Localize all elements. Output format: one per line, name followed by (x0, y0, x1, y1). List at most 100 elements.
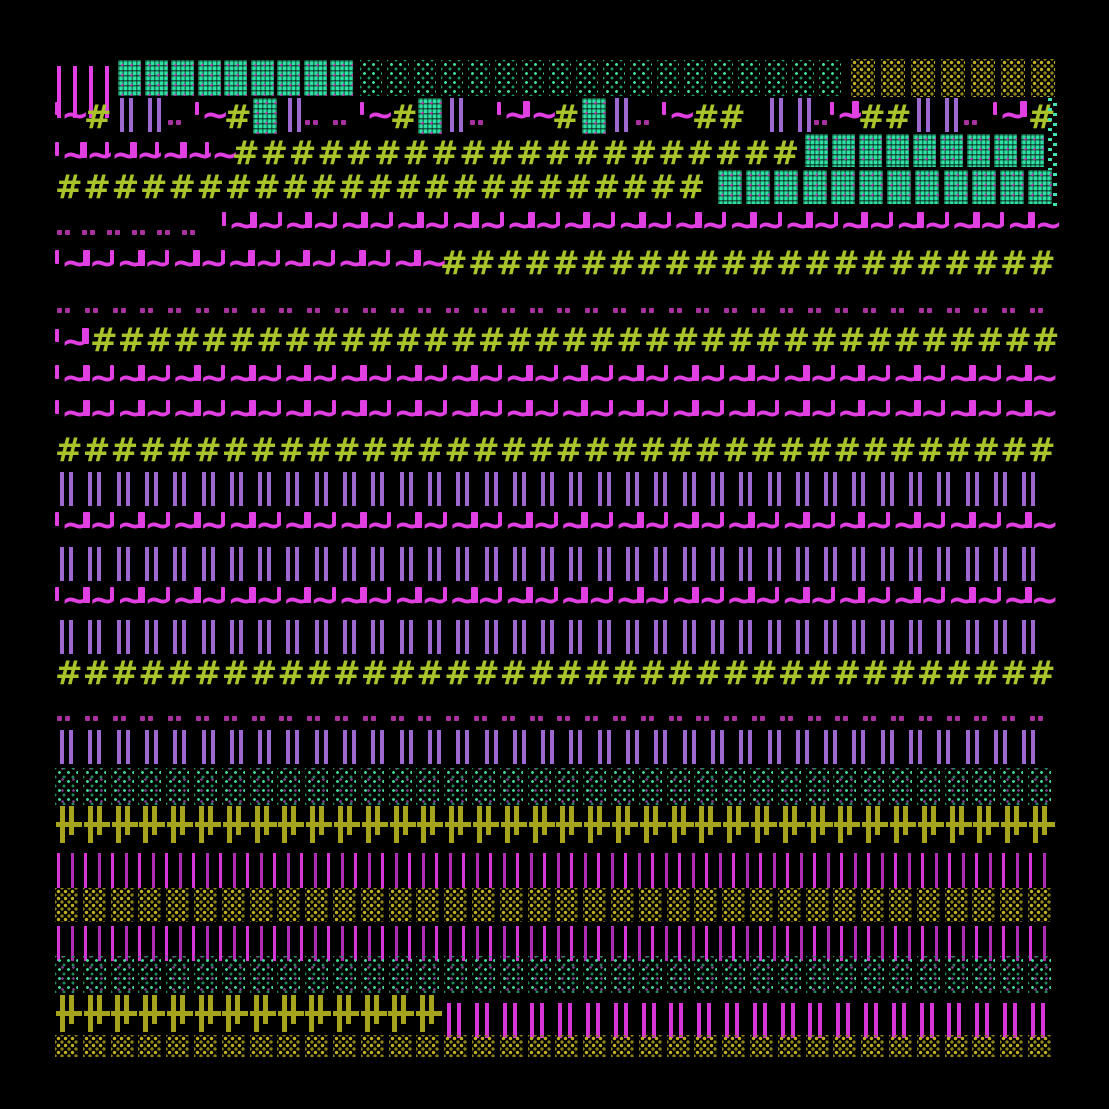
hash-glyph: # (416, 653, 445, 692)
bar (874, 1003, 878, 1038)
tick-mark (609, 587, 613, 601)
cross-glyph (166, 995, 193, 1032)
sparse-dot-block-tealmix (555, 956, 579, 993)
dot-pair (501, 308, 516, 314)
hash-glyph: # (888, 243, 916, 282)
bar (57, 926, 60, 961)
hash-glyph: # (196, 167, 225, 206)
dot (982, 716, 988, 721)
cross-stub (69, 827, 74, 835)
bar (678, 926, 681, 961)
bar (151, 853, 155, 888)
tilde-glyph: ~ (86, 135, 115, 175)
bar (610, 853, 614, 888)
bar (540, 1003, 545, 1038)
cross-glyph (222, 806, 249, 843)
hash-glyph: # (621, 167, 649, 206)
double-bar-glyph (258, 730, 272, 764)
cross-glyph (500, 806, 527, 843)
bar (448, 926, 452, 961)
dot-pair (1002, 308, 1016, 314)
sparse-dot-block-teal (522, 60, 544, 96)
dot-pair (807, 716, 822, 722)
dot (115, 230, 120, 235)
bar (610, 926, 614, 961)
dot (398, 716, 404, 721)
hash-glyph: # (145, 320, 174, 359)
dot (835, 716, 841, 721)
dot (863, 716, 869, 721)
hash-glyph: # (664, 243, 692, 282)
sparse-dot-block-tealmix (277, 768, 301, 805)
bar (623, 1003, 628, 1038)
thick-bar-mark (525, 587, 533, 603)
cross-glyph (973, 806, 1000, 843)
sparse-dot-block-olive (55, 888, 78, 922)
thick-bar-mark (969, 365, 977, 381)
cross-stub (180, 827, 186, 835)
sparse-dot-block-tealmix (889, 956, 912, 993)
tick-mark (442, 587, 447, 601)
double-bar-glyph (116, 730, 130, 764)
bar (543, 853, 546, 888)
double-bar-glyph (739, 547, 753, 581)
dot (140, 716, 146, 721)
tilde-glyph: ~ (366, 95, 395, 135)
bar (678, 853, 681, 888)
dot-pair (814, 120, 828, 126)
hash-glyph: # (533, 320, 561, 359)
double-bar-glyph (1022, 472, 1036, 506)
sparse-dot-block-teal (495, 60, 517, 96)
bar (929, 1003, 934, 1038)
sparse-dot-block-tealmix (583, 956, 607, 993)
sparse-dot-block-olive (851, 59, 875, 97)
dot (90, 230, 95, 235)
cross-glyph (528, 806, 555, 843)
hash-glyph: # (722, 430, 750, 469)
dot (132, 230, 137, 235)
thick-bar-mark (361, 212, 368, 228)
bar (901, 1003, 906, 1038)
double-bar-glyph (258, 620, 272, 654)
dense-teal-block (832, 134, 855, 167)
hash-glyph: # (277, 430, 306, 469)
sparse-dot-block-tealmix (55, 956, 78, 993)
hash-glyph: # (750, 430, 778, 469)
dot-pair (84, 716, 99, 722)
thick-bar-mark (750, 212, 758, 228)
thick-bar-mark (304, 587, 312, 603)
double-bar-glyph (626, 547, 639, 581)
hash-glyph: # (616, 320, 644, 359)
cross-stub (179, 1016, 185, 1024)
tick-mark (555, 212, 560, 226)
tick-mark (778, 212, 782, 226)
dot (84, 308, 90, 313)
double-bar-glyph (569, 472, 583, 506)
dot (954, 308, 960, 313)
double-bar-glyph (343, 620, 356, 654)
dense-teal-block (886, 134, 909, 167)
thick-bar-mark (359, 512, 367, 528)
bar (583, 853, 587, 888)
bar (219, 926, 222, 961)
hash-glyph: # (658, 133, 686, 172)
tick-mark (666, 212, 671, 226)
dot (787, 308, 793, 313)
dot (704, 308, 710, 313)
double-bar-glyph (484, 472, 498, 506)
hash-glyph: # (422, 320, 451, 359)
sparse-dot-block-olive (638, 888, 662, 922)
double-bar-glyph (427, 547, 441, 581)
sparse-dot-block-olive (1000, 888, 1024, 922)
double-bar-glyph (1022, 620, 1036, 654)
sparse-dot-block-olive (638, 1035, 662, 1057)
dot-pair (835, 308, 849, 314)
hash-glyph: # (166, 653, 194, 692)
tick-mark (221, 400, 226, 414)
dot-pair (752, 716, 766, 722)
thick-bar-mark (82, 512, 90, 528)
hash-glyph: # (472, 653, 500, 692)
cross-vertical-right (986, 806, 992, 828)
bar (124, 926, 128, 961)
hash-glyph: # (507, 167, 536, 206)
